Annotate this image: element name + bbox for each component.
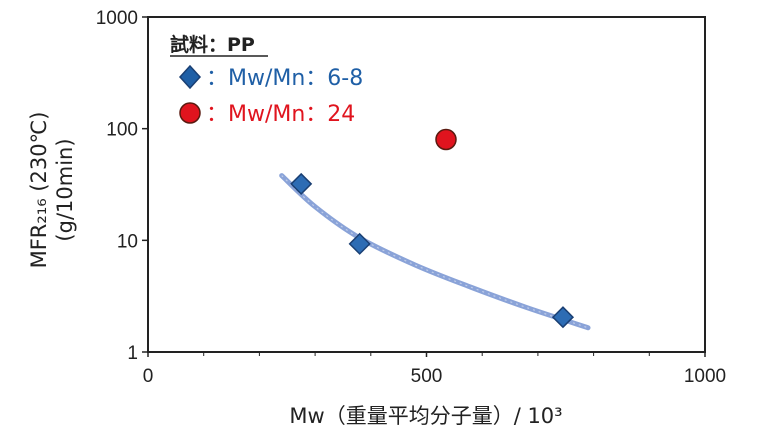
- trend-line-texture: [281, 175, 589, 329]
- diamond-point: [290, 172, 313, 195]
- axis-ticks: 0 500 1000 1 10 100 1000: [96, 8, 726, 387]
- diamond-point: [348, 232, 371, 255]
- x-tick-label: 0: [143, 366, 154, 387]
- y-tick-label: 10: [117, 231, 138, 252]
- legend-circle-marker: [179, 102, 201, 124]
- trend-line-group: [279, 173, 591, 331]
- x-tick-label: 500: [411, 366, 443, 387]
- circle-point: [435, 128, 457, 151]
- legend: 試料：PP ：Mw/Mn：6-8 ：Mw/Mn：24: [170, 33, 363, 127]
- y-axis-title-line1: MFR₂₁₆ (230℃): [27, 112, 51, 269]
- legend-title: 試料：PP: [170, 33, 255, 56]
- diamond-point: [551, 306, 575, 329]
- legend-entry-mwmn-24: ：Mw/Mn：24: [206, 102, 355, 127]
- x-tick-label: 1000: [684, 366, 726, 387]
- y-tick-label: 1: [127, 343, 138, 364]
- data-points: [290, 128, 575, 329]
- x-axis-title: Mw（重量平均分子量）/ 10³: [289, 404, 562, 428]
- y-axis-title-line2: (g/10min): [53, 138, 77, 241]
- legend-entry-mwmn-6-8: ：Mw/Mn：6-8: [206, 66, 363, 91]
- legend-diamond-marker: [178, 64, 202, 90]
- trend-line: [279, 173, 591, 331]
- y-axis-title: MFR₂₁₆ (230℃) (g/10min): [27, 112, 77, 269]
- y-tick-label: 100: [106, 120, 138, 141]
- y-tick-label: 1000: [96, 8, 138, 29]
